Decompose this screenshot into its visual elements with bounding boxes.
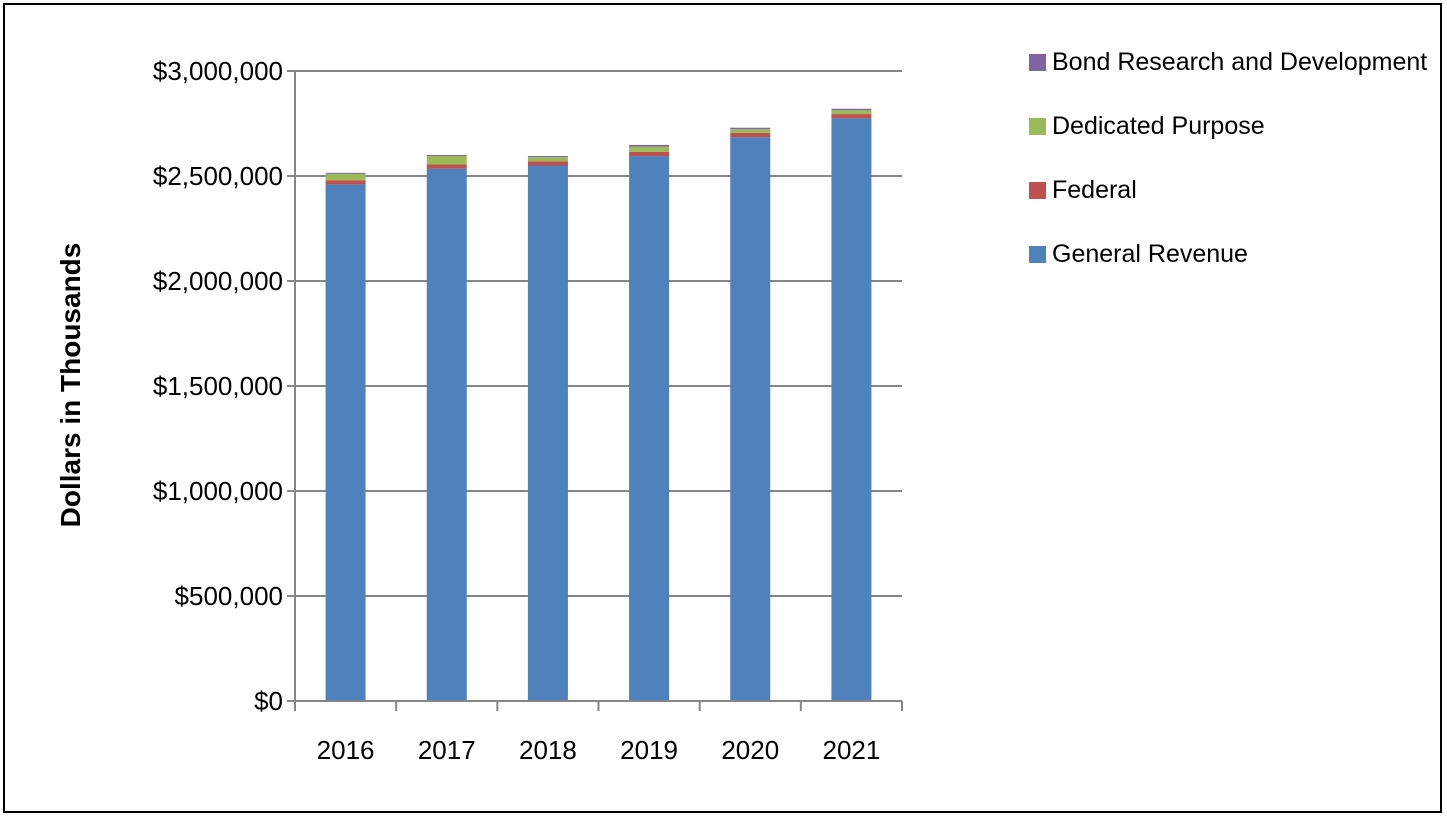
gridlines	[295, 70, 902, 597]
bar-segment	[629, 151, 670, 157]
bar-segment	[831, 110, 872, 115]
legend-swatch	[1029, 118, 1046, 135]
chart-frame	[3, 3, 1442, 813]
bar-segment	[730, 127, 771, 130]
bar-segment	[325, 184, 366, 701]
y-tick-label: $0	[254, 686, 283, 716]
bar-segment	[831, 114, 872, 119]
legend-swatch	[1029, 54, 1046, 71]
bar-segment	[527, 165, 568, 701]
legend-label: General Revenue	[1052, 240, 1248, 268]
legend-swatch	[1029, 246, 1046, 263]
y-tick-label: $1,000,000	[153, 476, 283, 506]
x-tick-label: 2020	[721, 735, 779, 765]
bars	[325, 108, 872, 702]
bar-segment	[325, 172, 366, 174]
bar-segment	[426, 156, 467, 165]
x-tick-label: 2016	[317, 735, 375, 765]
x-tick-label: 2018	[519, 735, 577, 765]
bar-segment	[629, 144, 670, 147]
y-tick-labels: $0 $500,000 $1,000,000 $1,500,000 $2,000,000…	[153, 56, 283, 716]
legend-label: Dedicated Purpose	[1052, 112, 1265, 140]
bar-segment	[629, 146, 670, 152]
y-tick-label: $3,000,000	[153, 56, 283, 86]
x-tick-label: 2017	[418, 735, 476, 765]
legend-label: Federal	[1052, 176, 1137, 204]
bar-segment	[527, 157, 568, 162]
x-tick-label: 2019	[620, 735, 678, 765]
bar-segment	[730, 132, 771, 138]
y-tick-label: $500,000	[175, 581, 283, 611]
bar-segment	[325, 180, 366, 185]
bar-segment	[426, 164, 467, 169]
bar-segment	[730, 137, 771, 701]
legend-label: Bond Research and Development	[1052, 48, 1427, 76]
bar-segment	[730, 129, 771, 133]
bar-segment	[527, 161, 568, 166]
bar-segment	[426, 155, 467, 157]
x-tick-label: 2021	[822, 735, 880, 765]
legend: Bond Research and Development Dedicated P…	[1029, 48, 1427, 268]
bar-segment	[325, 173, 366, 181]
bar-segment	[629, 156, 670, 702]
y-tick-label: $2,500,000	[153, 161, 283, 191]
x-tick-labels: 2016 2017 2018 2019 2020 2021	[317, 735, 881, 765]
y-tick-label: $1,500,000	[153, 371, 283, 401]
y-tick-label: $2,000,000	[153, 266, 283, 296]
bar-segment	[831, 108, 872, 111]
bar-segment	[426, 168, 467, 701]
bar-segment	[831, 118, 872, 701]
y-axis-title: Dollars in Thousands	[55, 243, 86, 528]
bar-segment	[527, 156, 568, 158]
legend-swatch	[1029, 182, 1046, 199]
axes	[287, 70, 903, 711]
